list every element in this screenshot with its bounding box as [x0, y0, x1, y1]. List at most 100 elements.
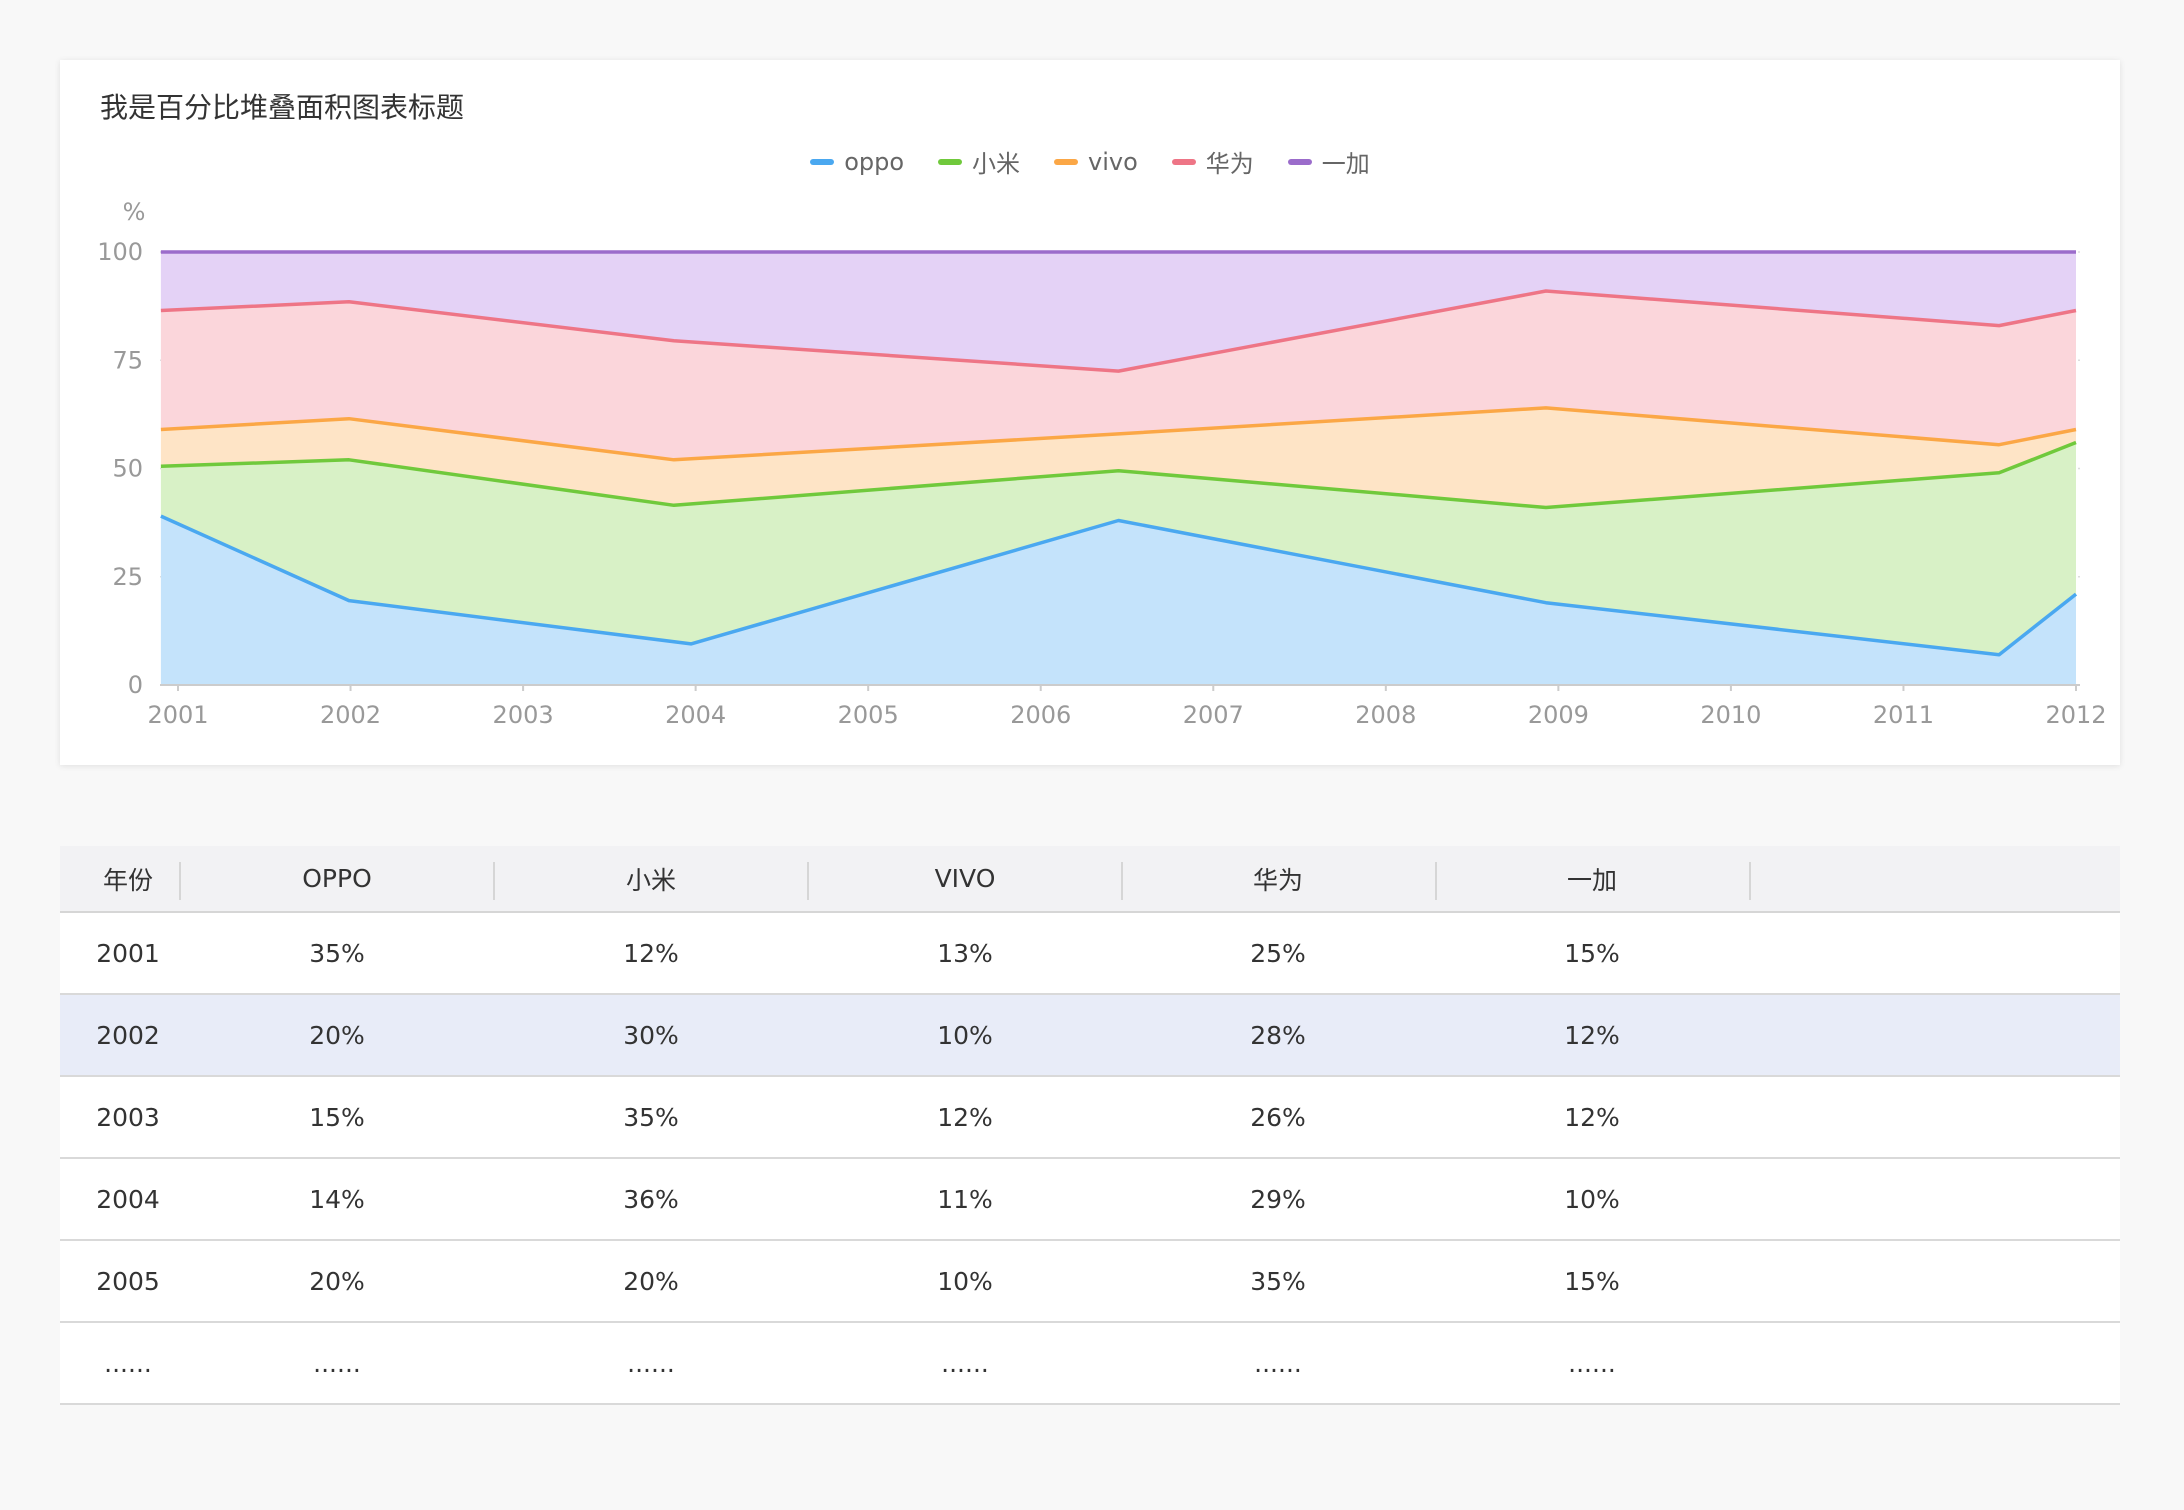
table-cell: ......	[104, 1348, 152, 1378]
legend-item[interactable]: 华为	[1171, 144, 1254, 179]
table-header: 年份 OPPO 小米 VIVO 华为 一加	[60, 846, 2120, 913]
table-cell: 2004	[96, 1184, 160, 1214]
legend-swatch	[1171, 158, 1196, 165]
column-header[interactable]: OPPO	[302, 864, 372, 893]
legend-label: 小米	[972, 150, 1021, 178]
table-cell: 13%	[937, 938, 993, 968]
table-cell: 10%	[1564, 1184, 1620, 1214]
chart-card: 我是百分比堆叠面积图表标题 oppo 小米 vivo 华为 一加 0 25 50 75 100%…	[60, 60, 2120, 765]
table-cell: ......	[313, 1348, 361, 1378]
series-line-3	[160, 289, 2077, 373]
table-cell: 15%	[1564, 1266, 1620, 1296]
legend-label: oppo	[844, 147, 905, 176]
table-cell: 2002	[96, 1020, 160, 1050]
x-tick-label: 2007	[1183, 701, 1244, 729]
column-header[interactable]: 一加	[1566, 865, 1617, 895]
x-tick-label: 2006	[1010, 701, 1071, 729]
table-cell: 30%	[623, 1020, 679, 1050]
x-tick-label: 2001	[147, 701, 208, 729]
area-4	[160, 252, 2076, 372]
legend-label: 一加	[1321, 150, 1370, 178]
column-header[interactable]: 华为	[1252, 865, 1303, 895]
column-divider[interactable]	[493, 862, 495, 900]
table-cell: 14%	[309, 1184, 365, 1214]
chart-title: 我是百分比堆叠面积图表标题	[100, 91, 465, 124]
table-cell: ......	[941, 1348, 989, 1378]
y-tick-label: 0	[128, 671, 143, 699]
table-cell: 20%	[623, 1266, 679, 1296]
table-cell: 2001	[96, 938, 160, 968]
legend-swatch	[1287, 158, 1312, 165]
table-cell: 12%	[937, 1102, 993, 1132]
legend-item[interactable]: 小米	[938, 144, 1020, 179]
table-cell: 35%	[1250, 1266, 1306, 1296]
area-chart: 0 25 50 75 100% 2001 2002 2003 2004 2005 2006 2007 2…	[97, 198, 2106, 729]
table-row[interactable]: 2004 14% 36% 11% 29% 10%	[60, 1159, 2120, 1241]
x-tick-label: 2002	[320, 701, 381, 729]
column-divider[interactable]	[1749, 862, 1751, 900]
column-divider[interactable]	[807, 862, 809, 900]
table-cell: ......	[627, 1348, 675, 1378]
y-tick-label: 50	[112, 455, 143, 483]
table-cell: 10%	[937, 1020, 993, 1050]
table-cell: 12%	[1564, 1020, 1620, 1050]
area-2	[160, 407, 2076, 508]
x-tick-label: 2009	[1528, 701, 1589, 729]
table-cell: 29%	[1250, 1184, 1306, 1214]
table-cell: 10%	[937, 1266, 993, 1296]
series-line-1	[160, 440, 2077, 510]
table-cell: 35%	[623, 1102, 679, 1132]
table-cell: 12%	[1564, 1102, 1620, 1132]
table-row[interactable]: ....................................	[60, 1323, 2120, 1405]
legend-swatch	[1054, 158, 1079, 165]
legend-swatch	[810, 158, 835, 165]
table-row[interactable]: 2005 20% 20% 10% 35% 15%	[60, 1241, 2120, 1323]
x-tick-label: 2008	[1355, 701, 1416, 729]
column-divider[interactable]	[1435, 862, 1437, 900]
y-axis-unit: %	[123, 198, 146, 226]
table-row[interactable]: 2002 20% 30% 10% 28% 12%	[60, 995, 2120, 1077]
column-header[interactable]: 小米	[625, 865, 676, 895]
x-tick-label: 2011	[1873, 701, 1934, 729]
x-tick-label: 2004	[665, 701, 726, 729]
area-3	[160, 291, 2076, 460]
x-tick-label: 2010	[1700, 701, 1761, 729]
legend-item[interactable]: 一加	[1287, 144, 1370, 179]
table-cell: 15%	[1564, 938, 1620, 968]
series-line-0	[160, 514, 2078, 657]
table-cell: 20%	[309, 1266, 365, 1296]
table-row[interactable]: 2003 15% 35% 12% 26% 12%	[60, 1077, 2120, 1159]
table-cell: 28%	[1250, 1020, 1306, 1050]
table-cell: 2003	[96, 1102, 160, 1132]
column-divider[interactable]	[1121, 862, 1123, 900]
legend-label: 华为	[1205, 150, 1254, 178]
table-cell: 26%	[1250, 1102, 1306, 1132]
column-header[interactable]: 年份	[102, 865, 153, 895]
table-cell: 2005	[96, 1266, 160, 1296]
data-table: 年份 OPPO 小米 VIVO 华为 一加 2001 35% 12% 13% 25% 15% 2002…	[60, 846, 2120, 1405]
table-body: 2001 35% 12% 13% 25% 15% 2002 20% 30% 10% 28% 12% 20…	[60, 913, 2120, 1405]
table-cell: ......	[1254, 1348, 1302, 1378]
y-tick-label: 100	[97, 238, 143, 266]
chart-legend: oppo 小米 vivo 华为 一加	[60, 144, 2120, 179]
table-cell: 15%	[309, 1102, 365, 1132]
table-cell: 35%	[309, 938, 365, 968]
table-cell: 12%	[623, 938, 679, 968]
column-divider[interactable]	[179, 862, 181, 900]
legend-item[interactable]: vivo	[1054, 144, 1138, 179]
table-cell: 20%	[309, 1020, 365, 1050]
table-cell: 25%	[1250, 938, 1306, 968]
legend-label: vivo	[1088, 147, 1138, 176]
table-row[interactable]: 2001 35% 12% 13% 25% 15%	[60, 913, 2120, 995]
table-cell: 11%	[937, 1184, 993, 1214]
area-1	[160, 442, 2076, 655]
column-header[interactable]: VIVO	[934, 864, 996, 893]
table-cell: 36%	[623, 1184, 679, 1214]
legend-item[interactable]: oppo	[810, 144, 904, 179]
table-cell: ......	[1568, 1348, 1616, 1378]
x-tick-label: 2005	[838, 701, 899, 729]
series-line-2	[160, 406, 2077, 462]
x-tick-label: 2003	[493, 701, 554, 729]
y-tick-label: 75	[112, 346, 143, 374]
x-tick-label: 2012	[2045, 701, 2106, 729]
